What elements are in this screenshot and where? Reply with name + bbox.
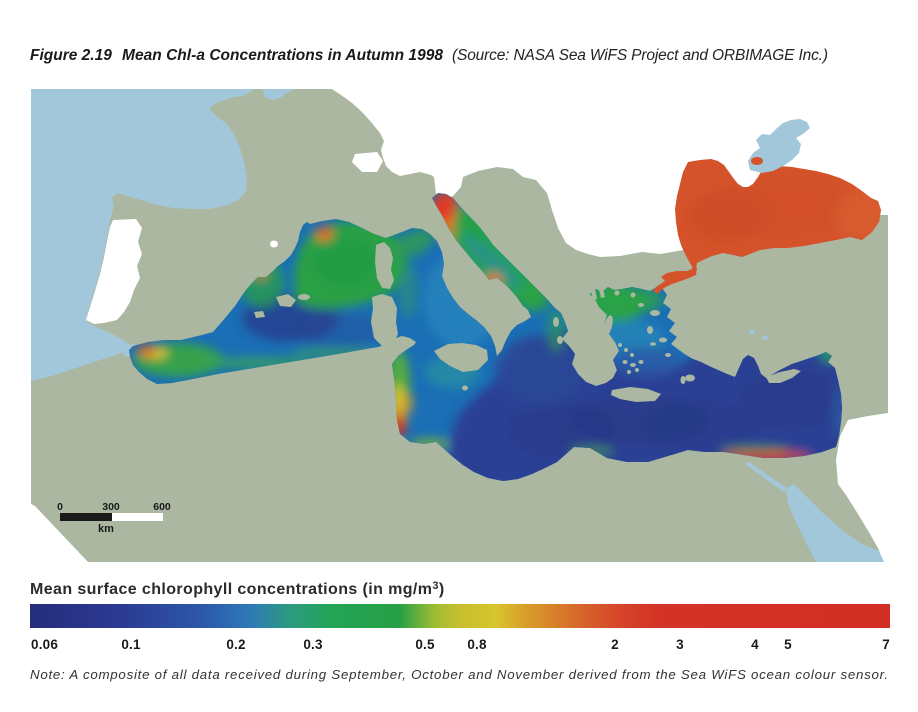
svg-text:Mean surface chlorophyll conce: Mean surface chlorophyll concentrations … <box>30 580 445 598</box>
svg-text:0.2: 0.2 <box>226 637 245 652</box>
svg-text:Figure 2.19: Figure 2.19 <box>30 47 112 64</box>
svg-text:Mean Chl-a Concentrations in A: Mean Chl-a Concentrations in Autumn 1998 <box>122 47 443 64</box>
svg-text:0.1: 0.1 <box>121 637 141 652</box>
svg-text:7: 7 <box>882 637 890 652</box>
svg-text:(Source: NASA Sea WiFS Project: (Source: NASA Sea WiFS Project and ORBIM… <box>452 47 828 64</box>
svg-text:2: 2 <box>611 637 619 652</box>
svg-text:Note: A composite of all data: Note: A composite of all data received d… <box>30 667 888 682</box>
svg-text:km: km <box>98 523 114 535</box>
svg-text:0.5: 0.5 <box>415 637 435 652</box>
svg-text:3: 3 <box>676 637 684 652</box>
svg-text:4: 4 <box>751 637 759 652</box>
svg-text:0.06: 0.06 <box>31 637 58 652</box>
svg-text:600: 600 <box>153 501 171 513</box>
svg-text:0: 0 <box>57 501 63 513</box>
svg-text:5: 5 <box>784 637 792 652</box>
svg-text:0.8: 0.8 <box>467 637 487 652</box>
svg-text:0.3: 0.3 <box>303 637 323 652</box>
svg-text:300: 300 <box>102 501 120 513</box>
